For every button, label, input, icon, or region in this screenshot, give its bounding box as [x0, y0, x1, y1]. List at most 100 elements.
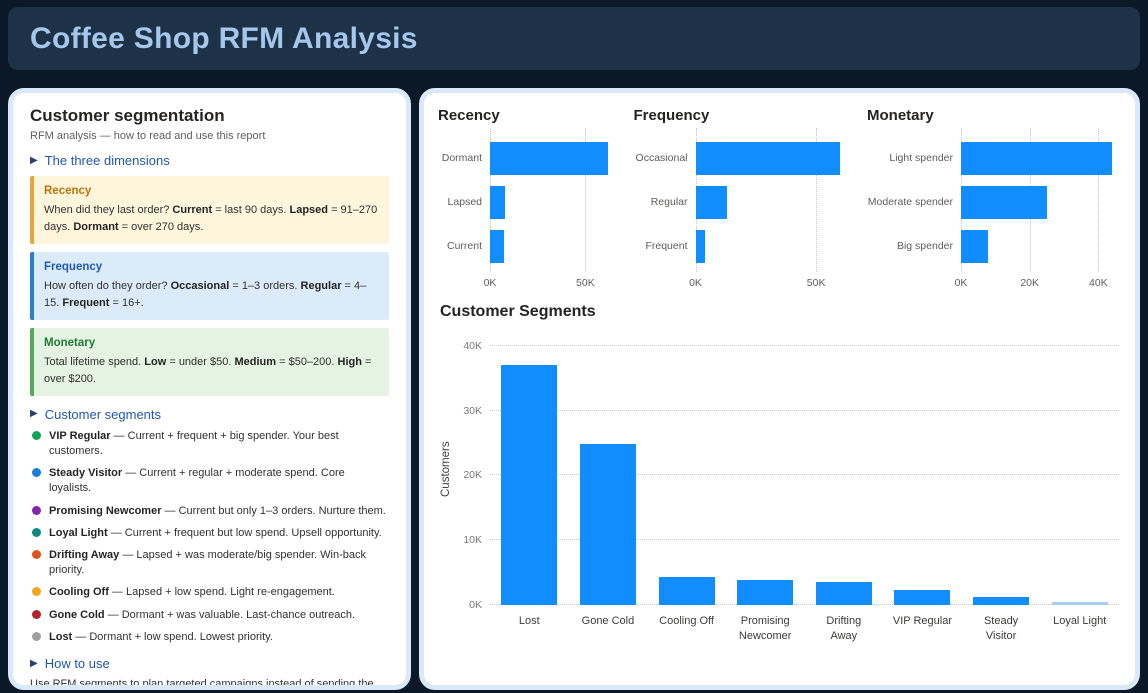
charts-panel: Recency Dormant Lapsed Current 0K 50K Frequenc…: [419, 88, 1140, 690]
grid-line: [585, 128, 587, 272]
bar-lost[interactable]: [501, 365, 558, 605]
axis-tick-label: 50K: [806, 277, 826, 289]
section-header-howto[interactable]: ▶ How to use: [30, 656, 389, 671]
callout-title: Monetary: [44, 336, 96, 349]
grid-line: [816, 128, 818, 272]
category-label: Steady Visitor: [983, 615, 1019, 642]
bar-big-spender[interactable]: [961, 229, 989, 263]
callout-title: Frequency: [44, 260, 103, 273]
howto-paragraph: Use RFM segments to plan targeted campai…: [30, 678, 374, 690]
segment-legend-text: Cooling Off — Lapsed + low spend. Light …: [49, 586, 335, 599]
panel-title: Customer segmentation: [30, 106, 225, 125]
grid-line: [490, 409, 1119, 411]
monetary-callout: Monetary Total lifetime spend. Low = und…: [30, 327, 389, 396]
segment-color-dot-icon: [32, 609, 41, 619]
bar-vip-regular[interactable]: [894, 590, 951, 605]
segment-legend-item: Steady Visitor — Current + regular + mod…: [30, 466, 389, 496]
bar-light-spender[interactable]: [961, 141, 1113, 175]
callout-body: When did they last order? Current = last…: [44, 203, 378, 233]
bar-dormant[interactable]: [490, 141, 609, 175]
category-label: Frequent: [645, 240, 688, 252]
category-label: Lost: [518, 615, 540, 627]
category-label: Cooling Off: [659, 615, 714, 627]
bar-current[interactable]: [490, 229, 504, 263]
bar-frequent[interactable]: [695, 229, 706, 263]
category-label: Moderate spender: [867, 196, 953, 208]
axis-tick-label: 0K: [483, 277, 497, 289]
triangle-icon: ▶: [30, 408, 38, 420]
callout-body: Total lifetime spend. Low = under $50. M…: [44, 355, 372, 385]
triangle-icon: ▶: [30, 154, 38, 166]
segment-color-dot-icon: [32, 505, 41, 515]
grid-line: [490, 474, 1119, 476]
chart-title: Monetary: [867, 107, 934, 124]
segment-color-dot-icon: [32, 632, 41, 642]
bar-steady-visitor[interactable]: [973, 597, 1030, 605]
category-label: Loyal Light: [1053, 615, 1107, 627]
segment-color-dot-icon: [32, 527, 41, 537]
segment-legend-item: Cooling Off — Lapsed + low spend. Light …: [30, 585, 389, 600]
chart-title: Recency: [438, 107, 500, 124]
axis-tick-label: 20K: [463, 469, 482, 482]
section-header-label: Customer segments: [44, 406, 162, 422]
category-label: Regular: [650, 196, 688, 208]
dimension-charts-row: Recency Dormant Lapsed Current 0K 50K Frequenc…: [438, 103, 1119, 291]
chart-title: Frequency: [633, 107, 710, 124]
grid-line: [490, 604, 1119, 605]
segment-color-dot-icon: [32, 550, 41, 560]
section-header-dimensions[interactable]: ▶ The three dimensions: [30, 153, 389, 168]
bar-drifting-away[interactable]: [815, 582, 872, 605]
monetary-chart: Monetary Light spender Moderate spender Big…: [867, 103, 1119, 291]
section-header-label: The three dimensions: [44, 153, 170, 168]
recency-callout: Recency When did they last order? Curren…: [30, 176, 389, 244]
explanation-panel: Customer segmentation RFM analysis — how…: [8, 88, 411, 690]
bar-regular[interactable]: [695, 185, 727, 219]
segment-legend-item: Lost — Dormant + low spend. Lowest prior…: [30, 630, 389, 645]
bar-gone-cold[interactable]: [579, 444, 636, 605]
category-label: Promising Newcomer: [738, 615, 792, 642]
category-label: Light spender: [889, 152, 953, 164]
category-label: Occasional: [635, 152, 688, 164]
category-label: Drifting Away: [826, 615, 862, 642]
category-label: Current: [446, 240, 482, 252]
axis-tick-label: 20K: [1020, 277, 1040, 289]
segment-legend-item: Drifting Away — Lapsed + was moderate/bi…: [30, 548, 389, 578]
axis-tick-label: 0K: [954, 277, 968, 289]
segment-legend-text: Promising Newcomer — Current but only 1–…: [49, 504, 386, 517]
segment-legend-text: Gone Cold — Dormant + was valuable. Last…: [49, 608, 355, 621]
segment-legend-text: VIP Regular — Current + frequent + big s…: [49, 430, 339, 458]
panel-subtitle: RFM analysis — how to read and use this …: [30, 130, 266, 142]
category-label: VIP Regular: [892, 615, 952, 627]
category-label: Lapsed: [447, 196, 482, 208]
grid-line: [1098, 128, 1100, 272]
category-label: Dormant: [441, 152, 482, 164]
bar-occasional[interactable]: [695, 141, 841, 175]
report-title: Coffee Shop RFM Analysis: [30, 21, 418, 55]
category-label: Gone Cold: [581, 615, 635, 627]
segment-legend-item: VIP Regular — Current + frequent + big s…: [30, 429, 389, 459]
bar-promising-newcomer[interactable]: [737, 580, 794, 605]
segment-color-dot-icon: [32, 431, 41, 441]
section-header-label: How to use: [44, 656, 110, 671]
axis-tick-label: 10K: [463, 534, 482, 547]
segment-color-dot-icon: [32, 587, 41, 597]
axis-tick-label: 50K: [576, 277, 595, 289]
grid-line: [490, 344, 1119, 346]
axis-tick-label: 0K: [469, 599, 482, 611]
bar-loyal-light[interactable]: [1051, 602, 1108, 605]
bar-moderate-spender[interactable]: [961, 185, 1047, 219]
bar-cooling-off[interactable]: [658, 577, 715, 605]
recency-chart: Recency Dormant Lapsed Current 0K 50K: [438, 103, 614, 291]
segment-legend-item: Loyal Light — Current + frequent but low…: [30, 526, 389, 541]
chart-title: Customer Segments: [440, 303, 596, 320]
section-header-segments[interactable]: ▶ Customer segments: [30, 407, 389, 422]
bar-lapsed[interactable]: [490, 185, 505, 219]
y-axis-title: Customers: [440, 441, 452, 497]
axis-tick-label: 0K: [689, 277, 702, 289]
axis-tick-label: 40K: [1089, 277, 1108, 289]
frequency-callout: Frequency How often do they order? Occas…: [30, 251, 389, 320]
callout-body: How often do they order? Occasional = 1–…: [44, 279, 367, 309]
callout-title: Recency: [44, 185, 92, 197]
segment-legend-text: Lost — Dormant + low spend. Lowest prior…: [49, 631, 273, 644]
segment-color-dot-icon: [32, 468, 41, 478]
